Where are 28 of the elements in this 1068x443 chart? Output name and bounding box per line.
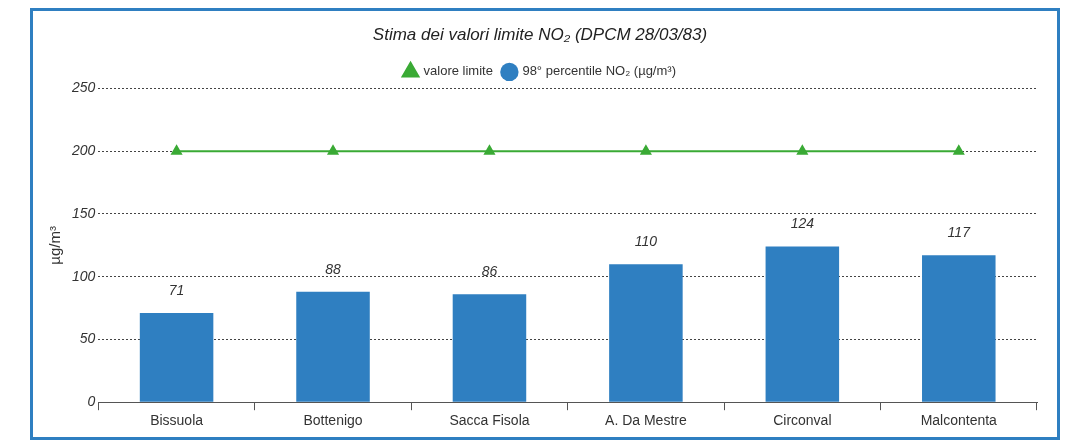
x-tick-label: A. Da Mestre	[605, 412, 687, 429]
data-label: 86	[481, 263, 498, 280]
y-tick-label: 0	[87, 393, 96, 410]
y-tick-label: 250	[71, 79, 96, 96]
chart-title: Stima dei valori limite NO₂ (DPCM 28/03/83)	[372, 24, 708, 44]
data-label: 117	[947, 224, 972, 241]
bar	[922, 255, 996, 402]
data-label: 124	[790, 215, 815, 232]
bar	[296, 291, 370, 402]
data-label: 110	[634, 233, 658, 250]
x-tick-label: Sacca Fisola	[449, 412, 530, 429]
x-tick-label: Bissuola	[150, 412, 204, 429]
y-axis-title: µg/m³	[46, 225, 64, 265]
x-tick-label: Circonval	[773, 412, 832, 429]
x-tick-label: Bottenigo	[303, 412, 363, 429]
data-label: 71	[168, 281, 185, 298]
bar	[609, 264, 683, 402]
x-tick-label: Malcontenta	[920, 412, 998, 429]
bar	[139, 313, 214, 402]
legend-label: valore limite	[423, 63, 493, 79]
y-tick-label: 100	[72, 267, 96, 284]
bar	[452, 294, 527, 402]
data-label: 88	[325, 260, 342, 277]
legend-label: 98° percentile NO₂ (µg/m³)	[522, 63, 676, 79]
y-tick-label: 200	[71, 142, 96, 159]
y-tick-label: 150	[72, 204, 96, 221]
bar	[765, 246, 840, 402]
y-tick-label: 50	[79, 330, 96, 347]
